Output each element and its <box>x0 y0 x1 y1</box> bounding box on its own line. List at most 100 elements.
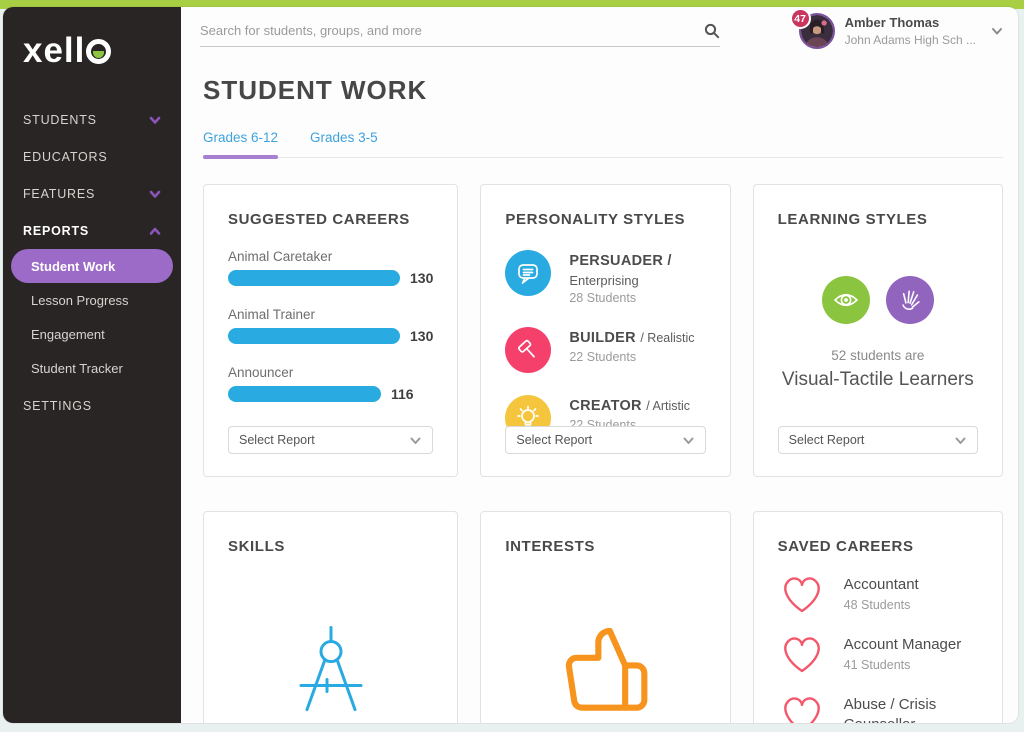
card-saved-careers: SAVED CAREERS Accountant 48 Students <box>752 511 1003 723</box>
bar <box>228 328 400 344</box>
page-title: STUDENT WORK <box>203 75 428 105</box>
sidebar-item-settings[interactable]: SETTINGS <box>3 387 181 424</box>
card-title: SKILLS <box>228 538 285 555</box>
avatar-wrap: 47 <box>789 8 835 49</box>
learning-styles-count: 52 students are <box>831 348 925 363</box>
card-suggested-careers: SUGGESTED CAREERS Animal Caretaker 130 A… <box>203 184 459 477</box>
saved-career-row: Accountant 48 Students <box>778 571 978 615</box>
select-report-dropdown[interactable]: Select Report <box>777 426 978 454</box>
bar <box>228 386 381 402</box>
career-name: Accountant <box>843 576 919 593</box>
bar <box>228 270 400 286</box>
cards-grid: SUGGESTED CAREERS Animal Caretaker 130 A… <box>203 184 1003 723</box>
saved-career-text: Account Manager 41 Students <box>844 631 962 672</box>
personality-row: PERSUADER / Enterprising 28 Students <box>505 250 705 305</box>
heart-icon <box>783 697 820 723</box>
search-bar <box>200 15 720 47</box>
personality-students: 22 Students <box>569 350 637 364</box>
bar-value: 116 <box>391 386 414 402</box>
sidebar-item-label: SETTINGS <box>23 398 92 413</box>
card-interests: INTERESTS <box>480 511 731 723</box>
saved-career-row: Abuse / Crisis Counsellor 38 Students <box>778 691 978 723</box>
sidebar-item-educators[interactable]: EDUCATORS <box>3 138 181 175</box>
card-title: SAVED CAREERS <box>777 538 914 555</box>
personality-name: CREATOR <box>569 398 642 414</box>
speech-bubble-icon <box>505 250 552 296</box>
card-personality-styles: PERSONALITY STYLES <box>480 184 731 477</box>
sidebar-subitem-student-work[interactable]: Student Work <box>11 249 173 283</box>
personality-type-line2: Enterprising <box>569 273 639 288</box>
select-report-dropdown[interactable]: Select Report <box>228 426 434 454</box>
chevron-down-icon[interactable] <box>990 24 1004 38</box>
bar-group: Announcer 116 <box>228 365 433 402</box>
sidebar-subitem-student-tracker[interactable]: Student Tracker <box>3 351 181 385</box>
sidebar: xell STUDENTS EDUCATORS FEATURES REPORTS… <box>3 7 181 723</box>
sidebar-subitem-label: Lesson Progress <box>31 292 129 308</box>
eye-icon <box>821 276 870 324</box>
sidebar-subitem-lesson-progress[interactable]: Lesson Progress <box>3 283 181 317</box>
sidebar-item-label: FEATURES <box>23 186 96 201</box>
personality-name: PERSUADER / <box>569 253 672 269</box>
hand-icon <box>885 276 934 324</box>
personality-text: BUILDER / Realistic 22 Students <box>569 327 694 364</box>
personality-students: 28 Students <box>569 291 637 305</box>
chevron-down-icon <box>410 437 421 444</box>
select-report-dropdown[interactable]: Select Report <box>505 426 706 454</box>
bar-label: Animal Trainer <box>228 307 316 322</box>
sidebar-item-label: STUDENTS <box>23 112 97 127</box>
thumbs-up-icon <box>560 623 652 720</box>
bar-value: 130 <box>410 328 434 344</box>
card-title: SUGGESTED CAREERS <box>228 211 410 228</box>
heart-icon <box>783 577 820 613</box>
select-report-label: Select Report <box>239 433 315 447</box>
search-input[interactable] <box>200 23 704 38</box>
personality-row: BUILDER / Realistic 22 Students <box>505 327 705 373</box>
card-skills: SKILLS <box>203 511 459 723</box>
bar-label: Animal Caretaker <box>228 249 333 264</box>
chevron-down-icon <box>683 437 694 444</box>
chevron-down-icon <box>149 116 161 124</box>
content: STUDENT WORK Grades 6-12 Grades 3-5 SUGG… <box>181 75 1018 723</box>
user-menu[interactable]: 47 Amber Thomas John Adams High Sch ... <box>789 8 1004 49</box>
sidebar-subitem-engagement[interactable]: Engagement <box>3 317 181 351</box>
tab-grades-3-5[interactable]: Grades 3-5 <box>310 130 378 145</box>
heart-icon <box>783 637 820 673</box>
learning-styles-result: Visual-Tactile Learners <box>781 369 974 390</box>
card-title: LEARNING STYLES <box>777 211 928 228</box>
sidebar-item-students[interactable]: STUDENTS <box>3 101 181 138</box>
personality-type: / Artistic <box>646 399 691 413</box>
personality-name: BUILDER <box>569 330 636 346</box>
career-students: 41 Students <box>843 658 911 673</box>
card-title: PERSONALITY STYLES <box>505 211 686 228</box>
career-students: 48 Students <box>843 598 911 613</box>
bar-group: Animal Trainer 130 <box>228 307 433 344</box>
sidebar-item-features[interactable]: FEATURES <box>3 175 181 212</box>
app-window: xell STUDENTS EDUCATORS FEATURES REPORTS… <box>3 7 1018 723</box>
logo-o-icon <box>86 39 112 64</box>
user-name: Amber Thomas <box>844 15 940 31</box>
select-report-label: Select Report <box>788 433 865 447</box>
search-icon[interactable] <box>704 23 720 39</box>
drafting-compass-icon <box>287 622 375 723</box>
sidebar-subitem-label: Student Work <box>31 258 116 274</box>
card-learning-styles: LEARNING STYLES <box>752 184 1003 477</box>
tab-grades-6-12[interactable]: Grades 6-12 <box>203 130 279 159</box>
personality-text: PERSUADER / Enterprising 28 Students <box>569 250 671 305</box>
brand-top-bar <box>0 0 1024 9</box>
topbar: 47 Amber Thomas John Adams High Sch ... <box>181 7 1018 53</box>
sidebar-item-reports[interactable]: REPORTS <box>3 212 181 249</box>
saved-career-row: Account Manager 41 Students <box>778 631 978 675</box>
user-school: John Adams High Sch ... <box>844 32 976 47</box>
career-name: Account Manager <box>843 636 962 653</box>
sidebar-item-label: EDUCATORS <box>23 149 108 164</box>
chevron-down-icon <box>149 190 161 198</box>
xello-logo[interactable]: xell <box>23 31 181 71</box>
card-title: INTERESTS <box>505 538 595 555</box>
saved-career-text: Abuse / Crisis Counsellor 38 Students <box>844 691 978 723</box>
career-name: Abuse / Crisis Counsellor <box>843 696 937 723</box>
sidebar-subitem-label: Student Tracker <box>31 360 123 376</box>
sidebar-nav: STUDENTS EDUCATORS FEATURES REPORTS Stud… <box>3 101 181 424</box>
hammer-icon <box>505 327 552 373</box>
notification-badge: 47 <box>789 8 811 29</box>
sidebar-item-label: REPORTS <box>23 223 90 238</box>
